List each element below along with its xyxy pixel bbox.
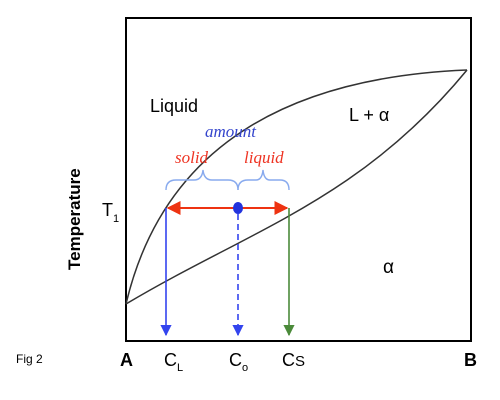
temperature-t1-label: T1 [102,200,119,225]
overall-composition-point [233,202,243,214]
solid-fraction-brace [165,169,239,191]
overall-composition-label: Co [229,350,248,374]
liquid-fraction-label: liquid [244,148,284,167]
two-phase-region-label: L + α [349,105,389,125]
amount-label: amount [205,122,257,141]
overall-composition-base: C [229,350,242,370]
solid-region-label: α [383,257,394,278]
liquidus-curve [125,69,468,305]
temperature-label-subscript: 1 [113,213,119,225]
temperature-label-base: T [102,200,113,220]
solidus-curve [125,69,468,305]
figure-caption: Fig 2 [16,352,43,366]
liquid-fraction-brace [237,169,290,191]
endpoint-a-label: A [120,350,133,370]
y-axis-label: Temperature [65,168,84,270]
plot-frame [125,17,472,342]
liquid-composition-subscript: L [177,362,183,374]
solid-composition-label: CS [282,350,305,370]
solid-composition-subscript: S [295,353,305,370]
solid-composition-base: C [282,350,295,370]
liquid-region-label: Liquid [150,96,198,116]
endpoint-b-label: B [464,350,477,370]
liquid-composition-label: CL [164,350,183,374]
overall-composition-subscript: o [242,362,248,374]
liquid-composition-base: C [164,350,177,370]
solid-fraction-label: solid [175,148,209,167]
